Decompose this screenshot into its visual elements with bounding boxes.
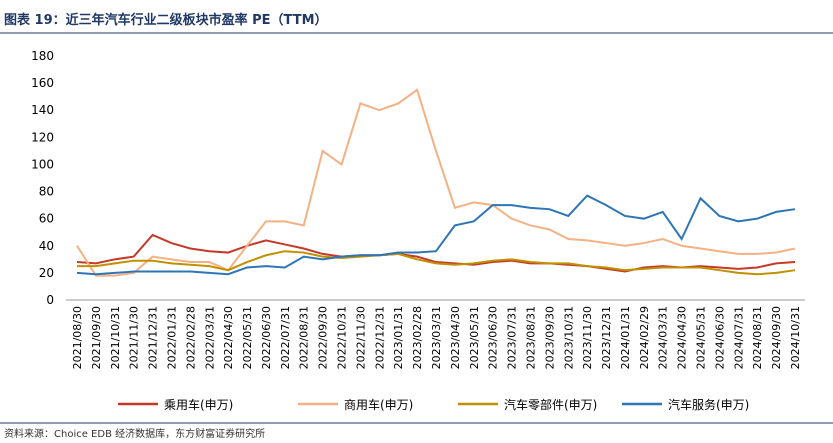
x-tick-label: 2024/10/31 <box>789 306 802 369</box>
legend-label: 汽车零部件(申万) <box>504 397 597 412</box>
y-tick-label: 80 <box>39 185 54 199</box>
x-tick-label: 2024/05/31 <box>695 306 708 369</box>
x-tick-label: 2023/04/30 <box>449 306 462 369</box>
y-tick-label: 140 <box>31 103 54 117</box>
x-tick-label: 2024/03/31 <box>657 306 670 369</box>
y-tick-label: 20 <box>39 266 54 280</box>
x-tick-label: 2021/12/31 <box>147 306 160 369</box>
x-tick-label: 2023/05/31 <box>468 306 481 369</box>
x-tick-label: 2022/12/31 <box>373 306 386 369</box>
x-tick-label: 2022/10/31 <box>336 306 349 369</box>
y-tick-label: 0 <box>46 293 54 307</box>
x-tick-label: 2021/10/31 <box>109 306 122 369</box>
y-tick-label: 60 <box>39 212 54 226</box>
x-tick-label: 2022/03/31 <box>203 306 216 369</box>
x-tick-label: 2024/02/29 <box>638 306 651 369</box>
x-tick-label: 2023/01/31 <box>392 306 405 369</box>
chart-title: 图表 19：近三年汽车行业二级板块市盈率 PE（TTM） <box>4 12 328 28</box>
x-tick-label: 2024/06/30 <box>713 306 726 369</box>
series-line <box>76 194 796 276</box>
x-tick-label: 2022/04/30 <box>222 306 235 369</box>
x-tick-label: 2024/08/31 <box>751 306 764 369</box>
x-tick-label: 2024/01/31 <box>619 306 632 369</box>
x-tick-label: 2024/09/30 <box>770 306 783 369</box>
x-tick-label: 2022/08/31 <box>298 306 311 369</box>
legend-label: 汽车服务(申万) <box>668 397 749 412</box>
x-tick-label: 2023/11/30 <box>581 306 594 369</box>
x-tick-label: 2023/08/31 <box>524 306 537 369</box>
x-tick-label: 2022/02/28 <box>184 306 197 369</box>
x-tick-label: 2023/06/30 <box>487 306 500 369</box>
x-tick-label: 2021/08/30 <box>71 306 84 369</box>
x-tick-label: 2021/11/30 <box>128 306 141 369</box>
y-tick-label: 160 <box>31 76 54 90</box>
series-line <box>76 233 796 273</box>
x-tick-label: 2023/10/31 <box>562 306 575 369</box>
x-tick-label: 2024/04/30 <box>676 306 689 369</box>
x-tick-label: 2023/02/28 <box>411 306 424 369</box>
x-tick-label: 2022/06/30 <box>260 306 273 369</box>
x-tick-label: 2022/09/30 <box>317 306 330 369</box>
x-tick-label: 2023/03/31 <box>430 306 443 369</box>
x-tick-label: 2023/07/31 <box>506 306 519 369</box>
series-line <box>76 88 796 277</box>
legend-label: 商用车(申万) <box>344 397 413 412</box>
y-tick-label: 100 <box>31 157 54 171</box>
x-tick-label: 2022/01/31 <box>165 306 178 369</box>
y-tick-label: 120 <box>31 130 54 144</box>
x-tick-label: 2023/12/31 <box>600 306 613 369</box>
series-line <box>77 250 796 276</box>
source: 资料来源：Choice EDB 经济数据库，东方财富证券研究所 <box>4 427 265 440</box>
x-tick-label: 2023/09/30 <box>543 306 556 369</box>
x-tick-label: 2022/07/31 <box>279 306 292 369</box>
y-tick-label: 180 <box>31 49 54 63</box>
legend-label: 乘用车(申万) <box>164 397 233 412</box>
y-tick-label: 40 <box>39 239 54 253</box>
x-tick-label: 2021/09/30 <box>90 306 103 369</box>
x-tick-label: 2022/05/31 <box>241 306 254 369</box>
x-tick-label: 2022/11/30 <box>354 306 367 369</box>
x-tick-label: 2024/07/31 <box>732 306 745 369</box>
